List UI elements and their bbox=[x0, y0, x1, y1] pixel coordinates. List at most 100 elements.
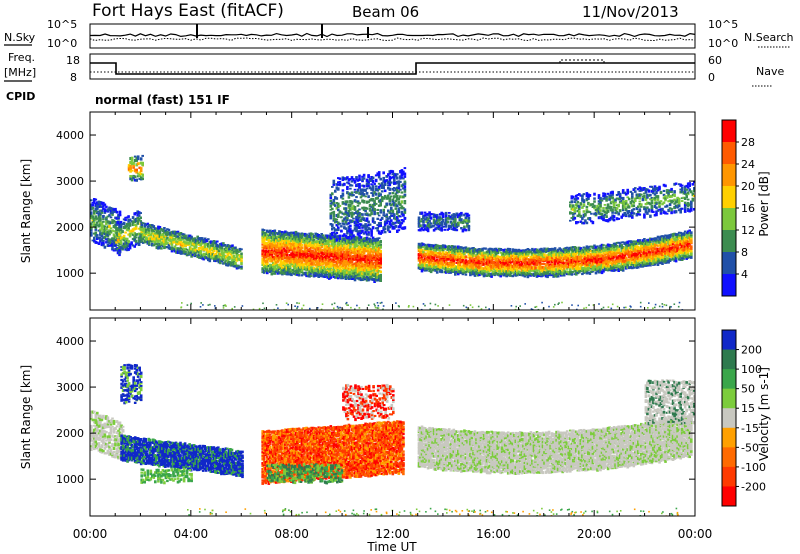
power-echo bbox=[493, 247, 496, 251]
power-echo bbox=[373, 191, 376, 195]
power-echo bbox=[93, 232, 96, 235]
power-echo bbox=[469, 261, 472, 265]
power-echo bbox=[267, 238, 271, 242]
power-echo bbox=[229, 263, 233, 267]
power-echo bbox=[290, 242, 293, 246]
power-echo bbox=[340, 246, 343, 250]
power-echo bbox=[139, 216, 142, 220]
power-echo bbox=[340, 253, 343, 256]
power-echo bbox=[481, 255, 484, 258]
power-echo bbox=[115, 227, 118, 231]
power-echo bbox=[356, 232, 360, 236]
power-echo bbox=[529, 274, 533, 277]
power-echo bbox=[511, 258, 515, 262]
power-echo bbox=[356, 245, 360, 248]
power-echo bbox=[564, 270, 567, 273]
power-echo bbox=[484, 253, 487, 256]
power-echo bbox=[434, 249, 437, 252]
power-echo bbox=[469, 268, 472, 272]
power-echo bbox=[523, 253, 527, 257]
power-echo bbox=[370, 211, 373, 216]
power-echo bbox=[228, 248, 231, 253]
power-echo bbox=[140, 240, 143, 243]
power-echo bbox=[127, 220, 130, 223]
power-echo bbox=[266, 229, 269, 233]
power-echo bbox=[344, 207, 348, 210]
power-echo bbox=[176, 251, 180, 254]
power-echo bbox=[535, 269, 539, 273]
power-echo bbox=[390, 195, 393, 198]
power-echo bbox=[537, 265, 540, 269]
power-echo bbox=[497, 249, 501, 252]
noise-right-label: N.Search bbox=[744, 31, 794, 44]
power-echo bbox=[346, 185, 349, 189]
power-echo bbox=[143, 222, 146, 226]
power-echo bbox=[155, 227, 159, 230]
power-echo bbox=[329, 248, 333, 252]
power-echo bbox=[306, 265, 310, 268]
power-echo bbox=[376, 229, 379, 232]
power-echo bbox=[479, 271, 483, 275]
power-echo bbox=[567, 271, 570, 274]
power-echo bbox=[269, 240, 272, 243]
power-echo bbox=[349, 200, 352, 203]
power-echo bbox=[377, 262, 381, 265]
power-echo bbox=[291, 258, 295, 261]
power-echo bbox=[337, 213, 340, 217]
power-echo bbox=[359, 252, 363, 257]
power-echo bbox=[352, 246, 355, 249]
power-echo bbox=[496, 256, 499, 260]
power-echo bbox=[334, 197, 337, 200]
power-echo bbox=[275, 257, 278, 260]
power-echo bbox=[479, 269, 483, 273]
power-echo bbox=[127, 169, 131, 172]
power-echo bbox=[343, 223, 346, 226]
power-echo bbox=[262, 244, 266, 248]
power-echo bbox=[331, 227, 334, 231]
power-echo bbox=[163, 237, 166, 241]
power-echo bbox=[279, 243, 283, 246]
power-echo bbox=[278, 232, 281, 235]
power-echo bbox=[513, 253, 516, 256]
power-echo bbox=[347, 214, 351, 217]
power-echo bbox=[451, 263, 454, 267]
power-echo bbox=[276, 265, 280, 269]
power-echo bbox=[343, 212, 346, 216]
power-echo bbox=[380, 196, 384, 200]
power-echo bbox=[383, 214, 387, 217]
power-echo bbox=[473, 268, 477, 272]
power-echo bbox=[315, 236, 319, 240]
power-echo bbox=[362, 206, 366, 209]
power-echo bbox=[432, 246, 436, 249]
power-echo bbox=[305, 240, 308, 243]
power-echo bbox=[131, 237, 135, 241]
power-echo bbox=[308, 259, 311, 262]
power-echo bbox=[513, 272, 516, 275]
freq-left-tick-top: 18 bbox=[66, 54, 80, 67]
power-echo bbox=[270, 230, 274, 233]
power-echo bbox=[461, 260, 465, 263]
power-echo bbox=[429, 256, 433, 260]
power-echo bbox=[387, 196, 390, 200]
power-echo bbox=[303, 243, 307, 248]
power-echo bbox=[561, 251, 564, 254]
power-echo bbox=[396, 204, 399, 208]
power-echo bbox=[497, 267, 501, 271]
power-echo bbox=[326, 262, 330, 266]
power-echo bbox=[135, 178, 138, 182]
power-echo bbox=[329, 244, 333, 247]
power-echo bbox=[553, 260, 557, 263]
power-echo bbox=[157, 234, 160, 237]
power-echo bbox=[338, 276, 342, 279]
power-echo bbox=[311, 237, 314, 240]
power-echo bbox=[302, 256, 305, 260]
power-echo bbox=[157, 246, 160, 250]
power-echo bbox=[490, 247, 493, 251]
power-echo bbox=[362, 265, 366, 268]
power-echo bbox=[335, 263, 339, 267]
power-echo bbox=[335, 247, 339, 251]
power-echo bbox=[399, 225, 402, 228]
power-echo bbox=[191, 242, 195, 245]
power-echo bbox=[347, 211, 351, 216]
power-echo bbox=[355, 254, 358, 258]
